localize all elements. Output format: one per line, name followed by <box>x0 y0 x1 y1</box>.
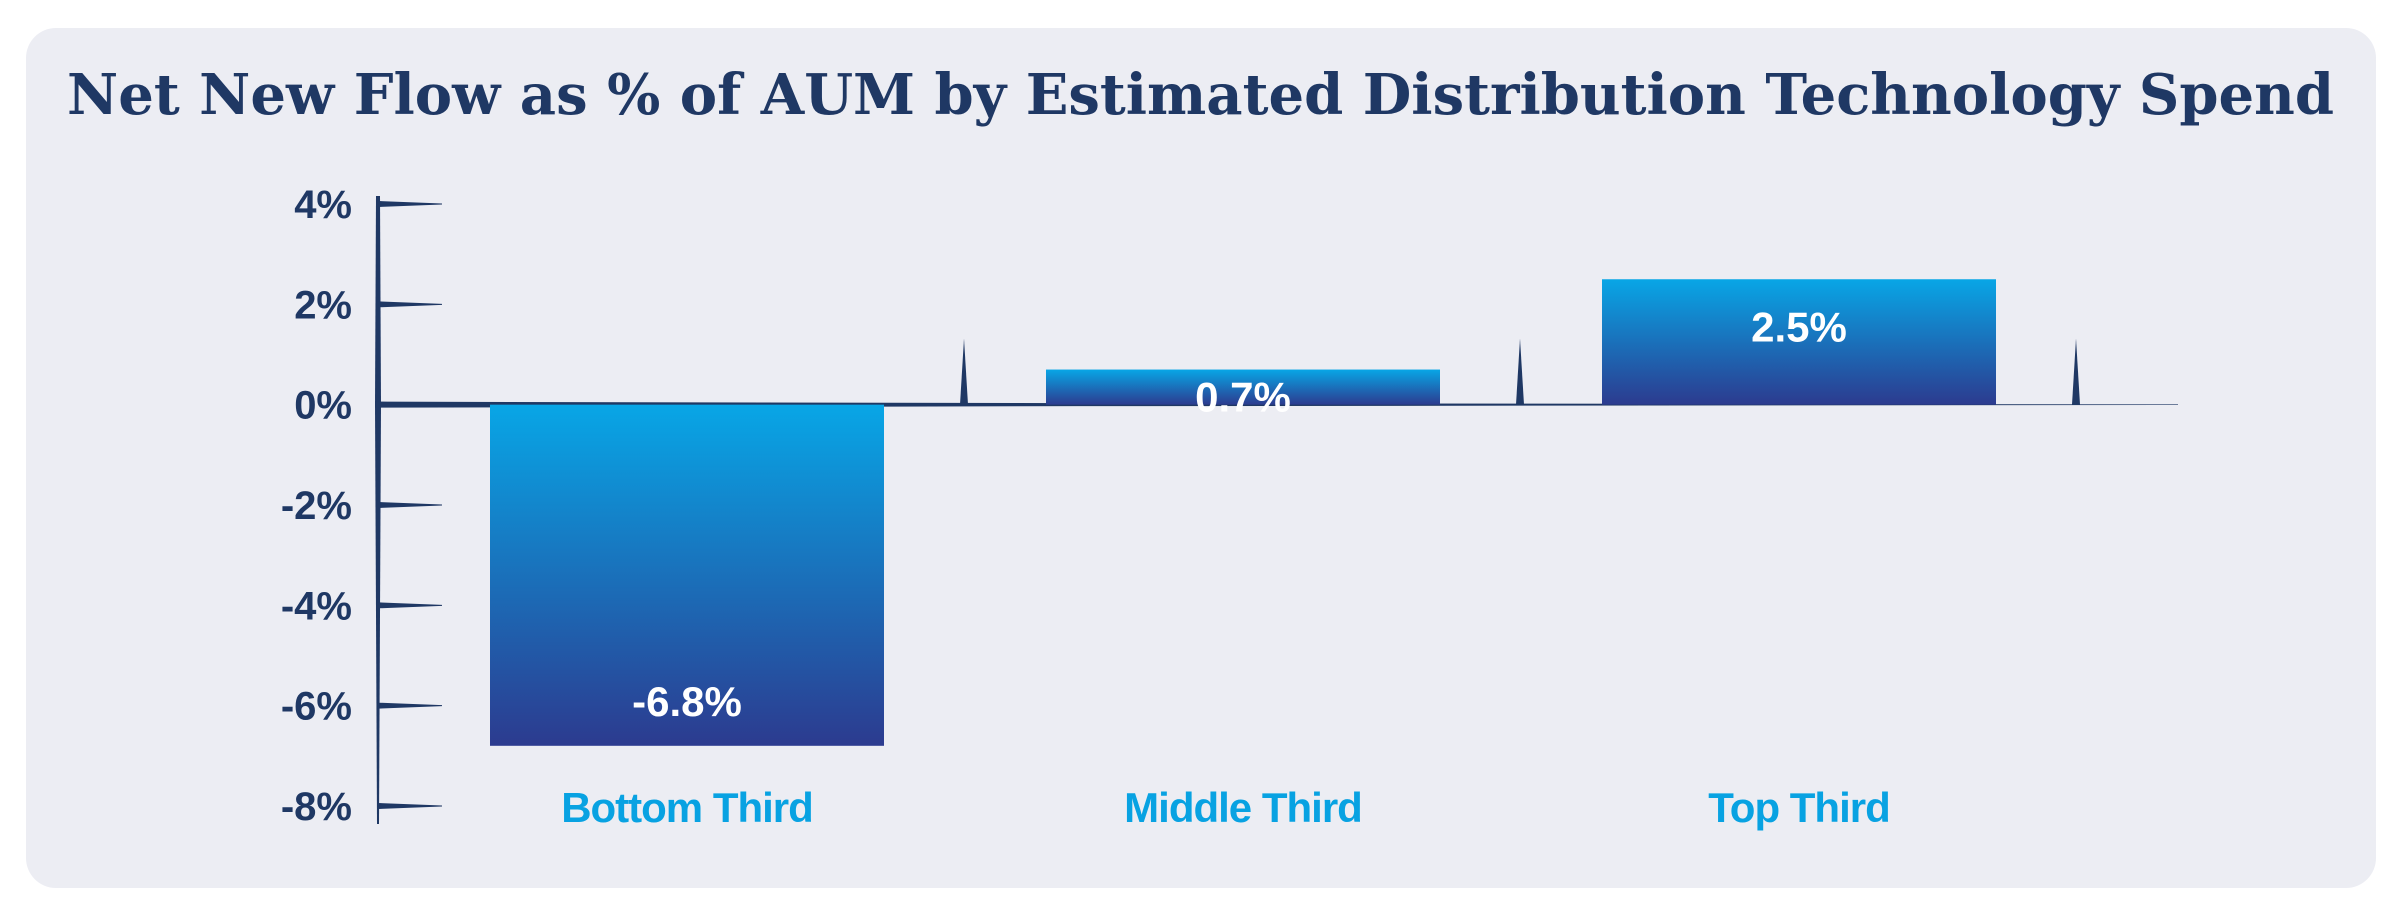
y-tick-mark <box>378 702 442 709</box>
category-label: Top Third <box>1708 784 1890 831</box>
y-tick-label: 4% <box>294 183 352 227</box>
chart-card <box>26 28 2376 888</box>
y-tick-mark <box>378 602 442 609</box>
bar-bottom-third <box>490 404 884 746</box>
chart-title: Net New Flow as % of AUM by Estimated Di… <box>67 62 2334 128</box>
x-tick-mark <box>1516 338 1524 405</box>
y-axis-line <box>375 196 381 824</box>
y-tick-mark <box>378 301 442 308</box>
category-label: Middle Third <box>1124 784 1362 831</box>
y-tick-label: 2% <box>294 283 352 327</box>
x-tick-mark <box>960 338 968 405</box>
x-tick-mark <box>2072 338 2080 405</box>
data-label: 2.5% <box>1751 303 1847 350</box>
category-label: Bottom Third <box>561 784 813 831</box>
y-tick-label: -2% <box>281 484 352 528</box>
y-tick-label: 0% <box>294 384 352 428</box>
y-tick-mark <box>378 502 442 508</box>
y-tick-mark <box>378 803 442 809</box>
y-tick-mark <box>378 201 442 207</box>
y-tick-mark <box>378 401 442 408</box>
data-label: -6.8% <box>632 678 742 725</box>
bar-top-third <box>1602 279 1996 405</box>
data-label: 0.7% <box>1195 374 1291 421</box>
y-tick-label: -8% <box>281 785 352 829</box>
y-tick-label: -6% <box>281 685 352 729</box>
y-tick-label: -4% <box>281 584 352 628</box>
bar-middle-third <box>1046 369 1440 405</box>
